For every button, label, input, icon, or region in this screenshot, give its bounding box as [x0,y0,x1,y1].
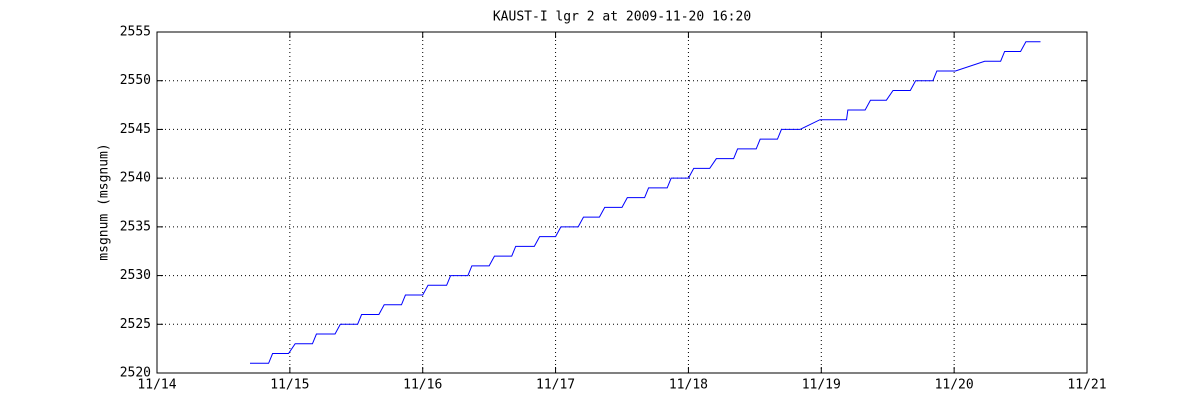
x-tick-label: 11/15 [270,378,309,393]
y-tick-label: 2530 [120,268,151,283]
y-tick-label: 2540 [120,171,151,186]
y-tick-label: 2550 [120,73,151,88]
x-tick-label: 11/20 [935,378,974,393]
x-tick-label: 11/19 [802,378,841,393]
data-line [250,41,1041,364]
y-tick-label: 2520 [120,366,151,381]
x-tick-label: 11/21 [1067,378,1106,393]
x-tick-label: 11/18 [669,378,708,393]
plot-frame [156,31,1088,374]
y-tick-label: 2555 [120,25,151,40]
chart-title: KAUST-I lgr 2 at 2009-11-20 16:20 [493,10,751,25]
y-axis-label: msgnum (msgnum) [97,143,112,260]
y-tick-label: 2545 [120,122,151,137]
x-tick-label: 11/17 [536,378,575,393]
x-tick-label: 11/14 [137,378,176,393]
y-tick-label: 2525 [120,317,151,332]
x-tick-label: 11/16 [403,378,442,393]
y-tick-label: 2535 [120,219,151,234]
